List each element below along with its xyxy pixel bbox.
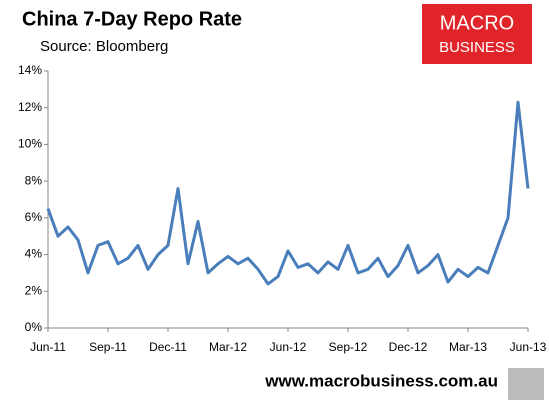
y-tick-label: 8% <box>25 173 43 187</box>
logo-text: MACRO <box>440 12 514 34</box>
y-tick-label: 12% <box>18 100 42 114</box>
logo-icon <box>508 368 544 400</box>
x-tick-label: Jun-12 <box>270 340 307 354</box>
x-tick-label: Jun-11 <box>30 340 66 354</box>
y-tick-label: 2% <box>25 283 43 297</box>
y-tick-label: 0% <box>25 320 43 334</box>
y-tick-label: 10% <box>18 137 42 151</box>
footer: www.macrobusiness.com.au <box>264 371 498 390</box>
x-tick-label: Sep-12 <box>329 340 368 354</box>
x-tick-label: Sep-11 <box>89 340 127 354</box>
x-tick-label: Jun-13 <box>510 340 547 354</box>
data-line <box>46 100 530 286</box>
chart-subtitle: Source: Bloomberg <box>40 38 168 55</box>
x-tick-label: Dec-12 <box>389 340 428 354</box>
x-tick-label: Mar-13 <box>449 340 487 354</box>
y-tick-label: 14% <box>18 63 42 77</box>
logo-box <box>422 4 532 64</box>
y-tick-label: 6% <box>25 210 43 224</box>
y-tick-label: 4% <box>25 247 43 261</box>
x-tick-label: Dec-11 <box>149 340 187 354</box>
chart-title: China 7-Day Repo Rate <box>22 8 242 30</box>
logo-text: BUSINESS <box>439 39 515 56</box>
x-tick-label: Mar-12 <box>209 340 247 354</box>
